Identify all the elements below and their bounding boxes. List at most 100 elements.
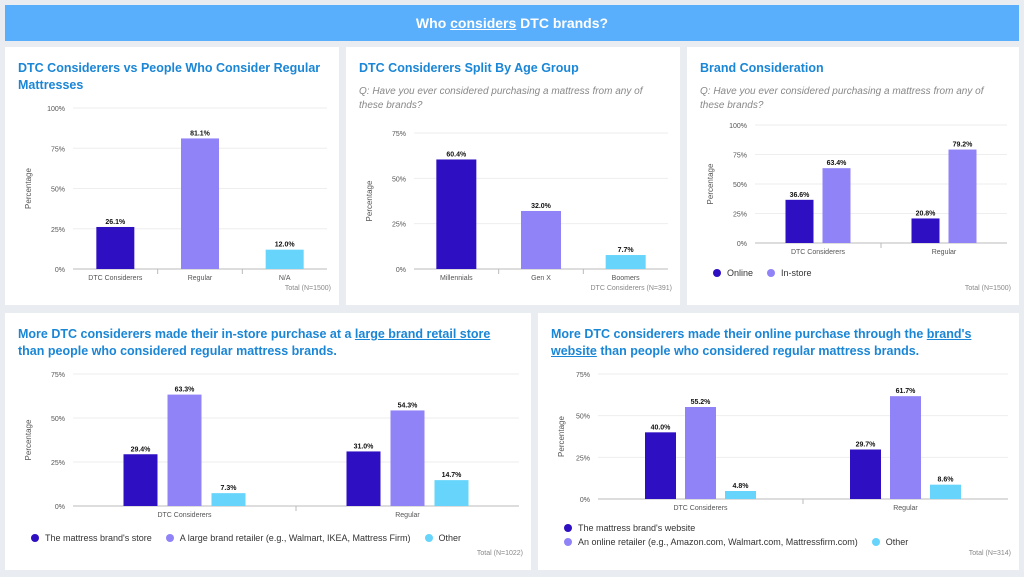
data-label: 26.1%: [105, 219, 126, 226]
data-label: 20.8%: [916, 210, 937, 217]
bar: [685, 407, 716, 499]
chart-legend: The mattress brand's website An online r…: [564, 523, 994, 547]
x-tick-label: Boomers: [612, 275, 641, 282]
bar-chart: 0% 25% 50% 75% Percentage DTC Considerers 40.0…: [557, 372, 1008, 512]
bar-chart: 0% 25% 50% 75% 100% Percentage DTC Considerers…: [24, 106, 327, 282]
bar-chart: 0% 25% 50% 75% Percentage DTC Considerers 29.4…: [24, 372, 519, 519]
legend-label: An online retailer (e.g., Amazon.com, Wa…: [578, 537, 858, 547]
bar: [96, 226, 135, 269]
y-tick-label: 75%: [392, 131, 406, 138]
chart-card-instore-purchase: More DTC considerers made their in-store…: [5, 313, 531, 570]
bar-chart: 0% 25% 50% 75% Percentage Millennials 60.4% Gen…: [365, 131, 668, 282]
bar: [822, 168, 851, 243]
legend-item-instore: In-store: [767, 268, 812, 278]
x-tick-label: Millennials: [440, 275, 473, 282]
bar: [785, 199, 814, 243]
y-tick-label: 75%: [51, 372, 65, 379]
bar: [911, 218, 940, 243]
bar: [850, 449, 881, 499]
bar: [346, 451, 381, 506]
legend-swatch: [713, 269, 721, 277]
chart-card-age-group: DTC Considerers Split By Age Group Q: Ha…: [346, 47, 680, 305]
x-tick-label: Regular: [932, 249, 957, 256]
y-tick-label: 0%: [737, 241, 747, 248]
banner-emph: considers: [450, 15, 517, 31]
data-label: 79.2%: [953, 142, 974, 149]
y-tick-label: 50%: [576, 414, 590, 421]
chart-legend: Online In-store: [713, 268, 812, 278]
data-label: 81.1%: [190, 130, 211, 137]
legend-item-brand-store: The mattress brand's store: [31, 533, 152, 543]
data-label: 54.3%: [398, 402, 419, 409]
bar: [390, 410, 425, 506]
data-label: 32.0%: [531, 203, 552, 210]
x-tick-label: DTC Considerers: [88, 275, 143, 282]
legend-swatch: [871, 538, 880, 546]
y-axis-label: Percentage: [557, 415, 566, 456]
y-tick-label: 100%: [729, 123, 747, 130]
data-label: 55.2%: [691, 399, 712, 406]
y-tick-label: 25%: [51, 227, 65, 234]
legend-label: Other: [438, 533, 462, 543]
card-title: More DTC considerers made their online p…: [551, 326, 1007, 360]
bar: [211, 493, 246, 506]
chart-card-online-purchase: More DTC considerers made their online p…: [538, 313, 1019, 570]
y-tick-label: 0%: [580, 497, 590, 504]
bar: [725, 491, 756, 499]
legend-item-online: Online: [713, 268, 753, 278]
y-tick-label: 50%: [733, 182, 747, 189]
x-tick-label: N/A: [279, 275, 291, 282]
x-tick-label: DTC Considerers: [157, 512, 212, 519]
bar: [167, 394, 202, 506]
bar: [181, 138, 219, 269]
chart-legend: The mattress brand's store A large brand…: [31, 533, 461, 543]
legend-label: In-store: [781, 268, 812, 278]
legend-label: The mattress brand's store: [45, 533, 152, 543]
data-label: 29.4%: [131, 446, 152, 453]
title-emph: brand's website: [551, 327, 972, 358]
legend-item-brand-website: The mattress brand's website: [564, 523, 695, 533]
data-label: 61.7%: [896, 388, 917, 395]
card-title: DTC Considerers Split By Age Group: [359, 61, 579, 75]
y-tick-label: 25%: [51, 460, 65, 467]
bar: [890, 396, 921, 499]
total-note: Total (N=1500): [284, 285, 331, 292]
y-tick-label: 50%: [51, 187, 65, 194]
bar: [605, 255, 646, 269]
bar: [265, 249, 304, 269]
card-question: Q: Have you ever considered purchasing a…: [359, 86, 643, 111]
chart-card-dtc-vs-regular: DTC Considerers vs People Who Consider R…: [5, 47, 339, 305]
y-tick-label: 50%: [392, 176, 406, 183]
legend-item-other: Other: [871, 537, 908, 547]
legend-swatch: [424, 534, 433, 542]
dashboard-banner: Who considers DTC brands?: [5, 5, 1019, 41]
x-tick-label: DTC Considerers: [791, 249, 846, 256]
legend-label: Online: [727, 268, 754, 278]
card-title: Brand Consideration: [700, 61, 824, 75]
banner-pre: Who: [415, 15, 447, 31]
legend-swatch: [31, 534, 39, 542]
data-label: 60.4%: [446, 151, 467, 158]
legend-swatch: [564, 538, 572, 546]
data-label: 63.4%: [827, 160, 848, 167]
x-tick-label: Regular: [893, 505, 918, 512]
y-tick-label: 25%: [733, 212, 747, 219]
bar: [930, 484, 961, 499]
legend-swatch: [165, 534, 174, 542]
legend-swatch: [564, 524, 572, 532]
title-emph: large brand retail store: [354, 327, 491, 341]
y-tick-label: 75%: [576, 372, 590, 379]
bar: [645, 432, 676, 499]
y-axis-label: Percentage: [365, 180, 374, 221]
legend-item-large-retailer: A large brand retailer (e.g., Walmart, I…: [165, 533, 411, 543]
bar-chart: 0% 25% 50% 75% 100% Percentage DTC Considerers…: [706, 123, 1007, 256]
y-tick-label: 75%: [733, 153, 747, 160]
x-tick-label: Regular: [395, 512, 420, 519]
y-tick-label: 25%: [576, 455, 590, 462]
y-tick-label: 25%: [392, 222, 406, 229]
y-tick-label: 0%: [55, 267, 65, 274]
legend-item-other: Other: [424, 533, 462, 543]
x-tick-label: DTC Considerers: [673, 505, 728, 512]
card-title: DTC Considerers vs People Who Consider R…: [18, 61, 321, 92]
data-label: 40.0%: [651, 424, 672, 431]
